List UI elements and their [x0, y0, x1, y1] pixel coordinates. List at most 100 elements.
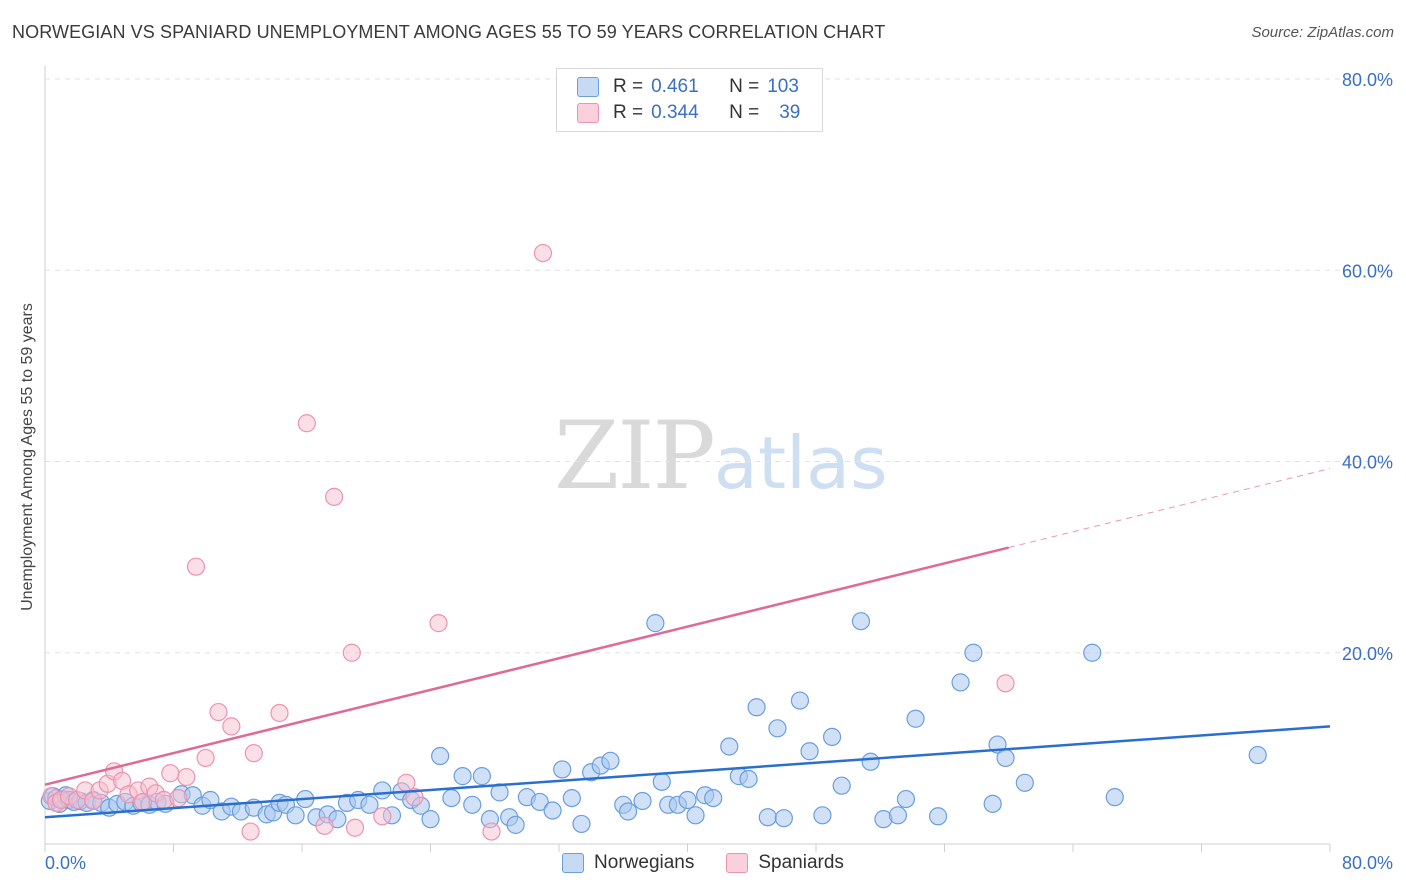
- norwegians-point: [790, 691, 810, 710]
- spaniards-point: [429, 614, 448, 633]
- norwegians-point: [758, 808, 777, 827]
- norwegians-point: [506, 815, 525, 834]
- spaniards-point: [996, 674, 1015, 693]
- norwegians-point: [928, 807, 948, 826]
- norwegians-point: [720, 737, 739, 756]
- spaniards-point: [169, 788, 188, 808]
- legend-n-label: N =: [729, 76, 760, 97]
- stats-legend: R = 0.461 N = 103 R = 0.344 N = 39: [556, 68, 823, 132]
- norwegians-point: [421, 810, 440, 829]
- legend-r-label: R =: [613, 102, 644, 123]
- spaniards-point: [325, 487, 344, 506]
- legend-n-value: 103: [767, 76, 799, 97]
- legend-item-spaniards[interactable]: Spaniards: [726, 852, 844, 874]
- norwegians-point: [678, 790, 697, 810]
- source-label: Source: ZipAtlas.com: [1251, 24, 1394, 41]
- legend-r-label: R =: [613, 76, 644, 97]
- y-tick-label: 60.0%: [1342, 261, 1393, 281]
- norwegians-point: [373, 781, 392, 800]
- norwegians-point: [964, 643, 983, 662]
- norwegians-point: [800, 742, 819, 761]
- spaniards-point: [209, 702, 228, 722]
- legend-label-spaniards: Spaniards: [758, 852, 844, 873]
- norwegians-point: [822, 727, 842, 747]
- spaniards-point: [186, 557, 206, 576]
- norwegians-point: [861, 752, 880, 771]
- norwegians-point: [1015, 773, 1034, 792]
- norwegians-point: [530, 792, 549, 812]
- x-tick-label: 0.0%: [45, 853, 86, 873]
- norwegians-point: [360, 795, 379, 814]
- spaniards-trendline: [44, 546, 1010, 786]
- legend-item-norwegians[interactable]: Norwegians: [562, 852, 694, 874]
- chart-title: NORWEGIAN VS SPANIARD UNEMPLOYMENT AMONG…: [12, 22, 886, 42]
- norwegians-point: [983, 794, 1002, 813]
- norwegians-point: [472, 767, 491, 786]
- spaniards-point: [533, 243, 553, 263]
- norwegians-point: [686, 806, 705, 825]
- spaniards-point: [373, 807, 392, 826]
- legend-row-spaniards: R = 0.344 N = 39: [577, 101, 800, 125]
- spaniards-point: [342, 643, 361, 662]
- norwegians-trendline: [44, 725, 1331, 819]
- norwegians-point: [646, 614, 665, 633]
- legend-label-norwegians: Norwegians: [594, 852, 695, 873]
- watermark-atlas: atlas: [713, 421, 888, 505]
- legend-n-value: 39: [779, 102, 801, 123]
- spaniards-point: [270, 703, 289, 723]
- norwegians-point: [1248, 745, 1267, 765]
- norwegians-point: [851, 612, 871, 631]
- norwegians-point: [896, 789, 916, 809]
- legend-swatch-spaniards: [577, 103, 599, 123]
- x-tick-label: 80.0%: [1342, 853, 1393, 873]
- norwegians-point: [768, 719, 787, 738]
- legend-swatch-spaniards: [726, 853, 749, 873]
- norwegians-point: [652, 772, 671, 791]
- norwegians-point: [633, 791, 652, 811]
- norwegians-point: [832, 776, 851, 795]
- spaniards-point: [196, 748, 215, 768]
- norwegians-point: [1083, 643, 1102, 662]
- spaniards-point: [482, 822, 501, 841]
- y-tick-label: 20.0%: [1342, 644, 1393, 664]
- spaniards-point: [345, 818, 365, 837]
- norwegians-point: [286, 806, 305, 825]
- norwegians-point: [739, 769, 758, 789]
- norwegians-point: [562, 788, 581, 808]
- y-tick-label: 40.0%: [1342, 453, 1393, 473]
- norwegians-point: [906, 709, 925, 728]
- series-legend: Norwegians Spaniards: [0, 852, 1406, 874]
- spaniards-point: [297, 414, 316, 433]
- norwegians-point: [463, 795, 482, 814]
- legend-n-label: N =: [729, 102, 760, 123]
- norwegians-point: [431, 746, 450, 766]
- spaniards-point: [222, 717, 241, 736]
- watermark: ZIPatlas: [554, 402, 888, 511]
- y-tick-label: 80.0%: [1342, 70, 1393, 90]
- norwegians-point: [543, 801, 562, 820]
- norwegians-point: [553, 760, 572, 779]
- norwegians-point: [572, 814, 591, 834]
- norwegians-point: [996, 748, 1015, 768]
- norwegians-point: [951, 673, 970, 692]
- norwegians-point: [1105, 788, 1124, 807]
- norwegians-point: [774, 809, 793, 828]
- legend-swatch-norwegians: [577, 77, 599, 97]
- spaniards-point: [241, 822, 260, 841]
- norwegians-point: [888, 806, 908, 825]
- spaniards-point: [177, 767, 196, 787]
- watermark-zip: ZIP: [554, 402, 716, 511]
- spaniards-point: [405, 788, 424, 807]
- norwegians-point: [747, 698, 766, 717]
- legend-swatch-norwegians: [562, 853, 585, 873]
- spaniards-trendline-extension: [1008, 468, 1331, 549]
- norwegians-point: [704, 788, 723, 808]
- spaniards-point: [315, 816, 334, 835]
- norwegians-point: [442, 788, 461, 808]
- norwegians-point: [813, 806, 832, 825]
- norwegians-point: [453, 767, 472, 786]
- norwegians-point: [618, 802, 638, 821]
- spaniards-point: [161, 764, 180, 783]
- legend-row-norwegians: R = 0.461 N = 103: [577, 75, 799, 99]
